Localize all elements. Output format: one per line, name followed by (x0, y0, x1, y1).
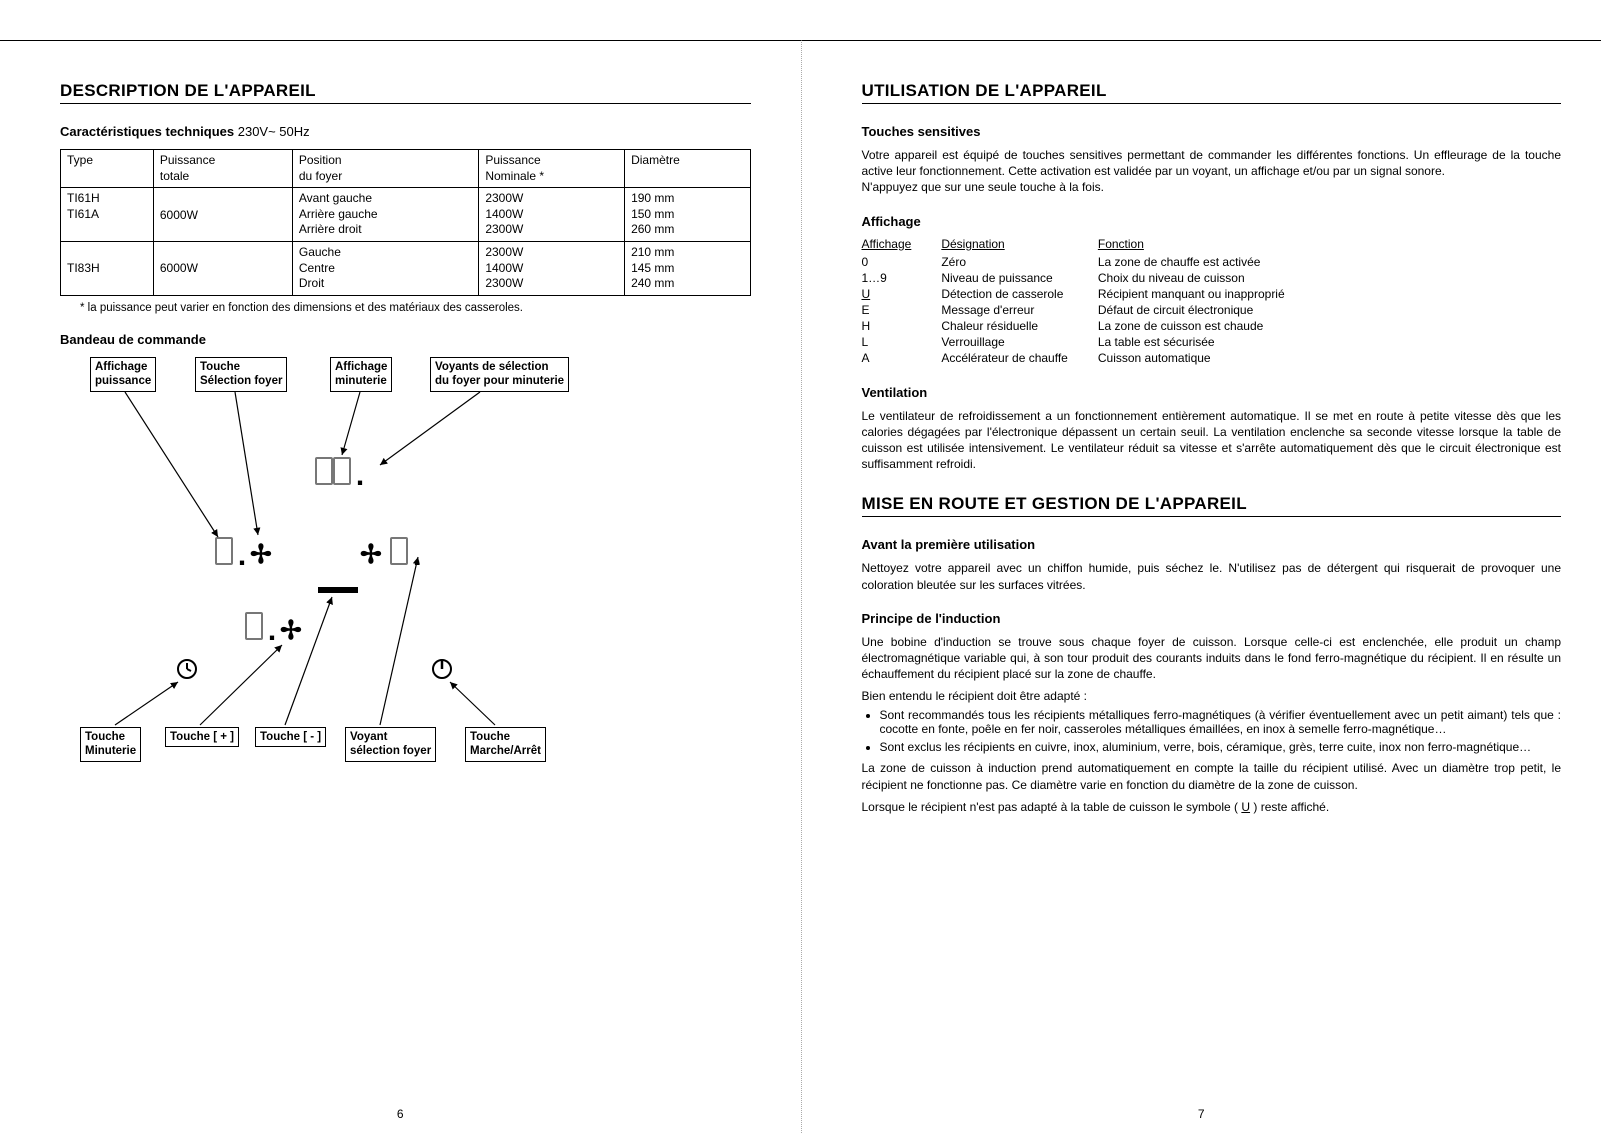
table-row: TI83H 6000W Gauche Centre Droit 2300W 14… (61, 241, 751, 295)
power-display-bottom-icon: . (245, 612, 280, 650)
col-type: Type (61, 150, 154, 188)
principe-p1: Une bobine d'induction se trouve sous ch… (862, 634, 1562, 683)
bandeau-title: Bandeau de commande (60, 332, 751, 347)
list-item: Sont recommandés tous les récipients mét… (880, 708, 1562, 736)
page-number-right: 7 (802, 1107, 1601, 1121)
control-panel-diagram: Affichage puissance Touche Sélection foy… (60, 357, 600, 787)
page-left: DESCRIPTION DE L'APPAREIL Caractéristiqu… (0, 40, 801, 1133)
label-touche-moins: Touche [ - ] (255, 727, 326, 747)
label-touche-marche: Touche Marche/Arrêt (465, 727, 546, 762)
list-item: Sont exclus les récipients en cuivre, in… (880, 740, 1562, 754)
affichage-table: Affichage Désignation Fonction 0ZéroLa z… (862, 237, 1315, 367)
label-touche-minuterie: Touche Minuterie (80, 727, 141, 762)
principe-p2: Bien entendu le récipient doit être adap… (862, 688, 1562, 704)
label-touche-plus: Touche [ + ] (165, 727, 239, 747)
power-icon (430, 657, 454, 687)
label-aff-minuterie: Affichage minuterie (330, 357, 392, 392)
spec-table: Type Puissance totale Position du foyer … (60, 149, 751, 296)
power-display-right-icon: . (390, 537, 425, 575)
heading-utilisation: UTILISATION DE L'APPAREIL (862, 81, 1562, 104)
footnote: * la puissance peut varier en fonction d… (80, 302, 751, 314)
page-right: UTILISATION DE L'APPAREIL Touches sensit… (801, 40, 1601, 1133)
timer-display-icon: . (315, 457, 368, 495)
principe-p4: Lorsque le récipient n'est pas adapté à … (862, 799, 1562, 815)
table-row: AAccélérateur de chauffeCuisson automati… (862, 351, 1315, 367)
plus-bottom-icon: ✢ (280, 615, 302, 646)
col-pos: Position du foyer (292, 150, 478, 188)
table-row: TI61H TI61A 6000W Avant gauche Arrière g… (61, 188, 751, 242)
table-row: EMessage d'erreurDéfaut de circuit élect… (862, 303, 1315, 319)
affichage-title: Affichage (862, 214, 1562, 229)
table-row: HChaleur résiduelleLa zone de cuisson es… (862, 319, 1315, 335)
tech-label-rest: 230V~ 50Hz (234, 124, 310, 139)
principe-title: Principe de l'induction (862, 611, 1562, 626)
diagram-arrows (60, 357, 600, 787)
touches-title: Touches sensitives (862, 124, 1562, 139)
table-row: 1…9Niveau de puissanceChoix du niveau de… (862, 271, 1315, 287)
tech-label: Caractéristiques techniques 230V~ 50Hz (60, 124, 751, 139)
avant-paragraph: Nettoyez votre appareil avec un chiffon … (862, 560, 1562, 592)
label-voyant-selection: Voyant sélection foyer (345, 727, 436, 762)
col-nom: Puissance Nominale * (479, 150, 625, 188)
principe-bullets: Sont recommandés tous les récipients mét… (880, 708, 1562, 754)
table-row: UDétection de casseroleRécipient manquan… (862, 287, 1315, 303)
table-row: Type Puissance totale Position du foyer … (61, 150, 751, 188)
label-touche-selection: Touche Sélection foyer (195, 357, 287, 392)
table-row: Affichage Désignation Fonction (862, 237, 1315, 255)
col-dia: Diamètre (625, 150, 750, 188)
label-voyants: Voyants de sélection du foyer pour minut… (430, 357, 569, 392)
ventilation-paragraph: Le ventilateur de refroidissement a un f… (862, 408, 1562, 473)
avant-title: Avant la première utilisation (862, 537, 1562, 552)
heading-description: DESCRIPTION DE L'APPAREIL (60, 81, 751, 104)
plus-left-icon: ✢ (250, 539, 272, 570)
ventilation-title: Ventilation (862, 385, 1562, 400)
minus-bar-icon (318, 587, 358, 593)
page-number-left: 6 (0, 1107, 801, 1121)
table-row: LVerrouillageLa table est sécurisée (862, 335, 1315, 351)
plus-right-icon: ✢ (360, 539, 382, 570)
timer-icon (175, 657, 199, 687)
heading-mise-en-route: MISE EN ROUTE ET GESTION DE L'APPAREIL (862, 494, 1562, 517)
tech-label-bold: Caractéristiques techniques (60, 124, 234, 139)
principe-p3: La zone de cuisson à induction prend aut… (862, 760, 1562, 792)
label-aff-puissance: Affichage puissance (90, 357, 156, 392)
power-display-left-icon: . (215, 537, 250, 575)
table-row: 0ZéroLa zone de chauffe est activée (862, 255, 1315, 271)
col-total: Puissance totale (153, 150, 292, 188)
touches-paragraph: Votre appareil est équipé de touches sen… (862, 147, 1562, 196)
